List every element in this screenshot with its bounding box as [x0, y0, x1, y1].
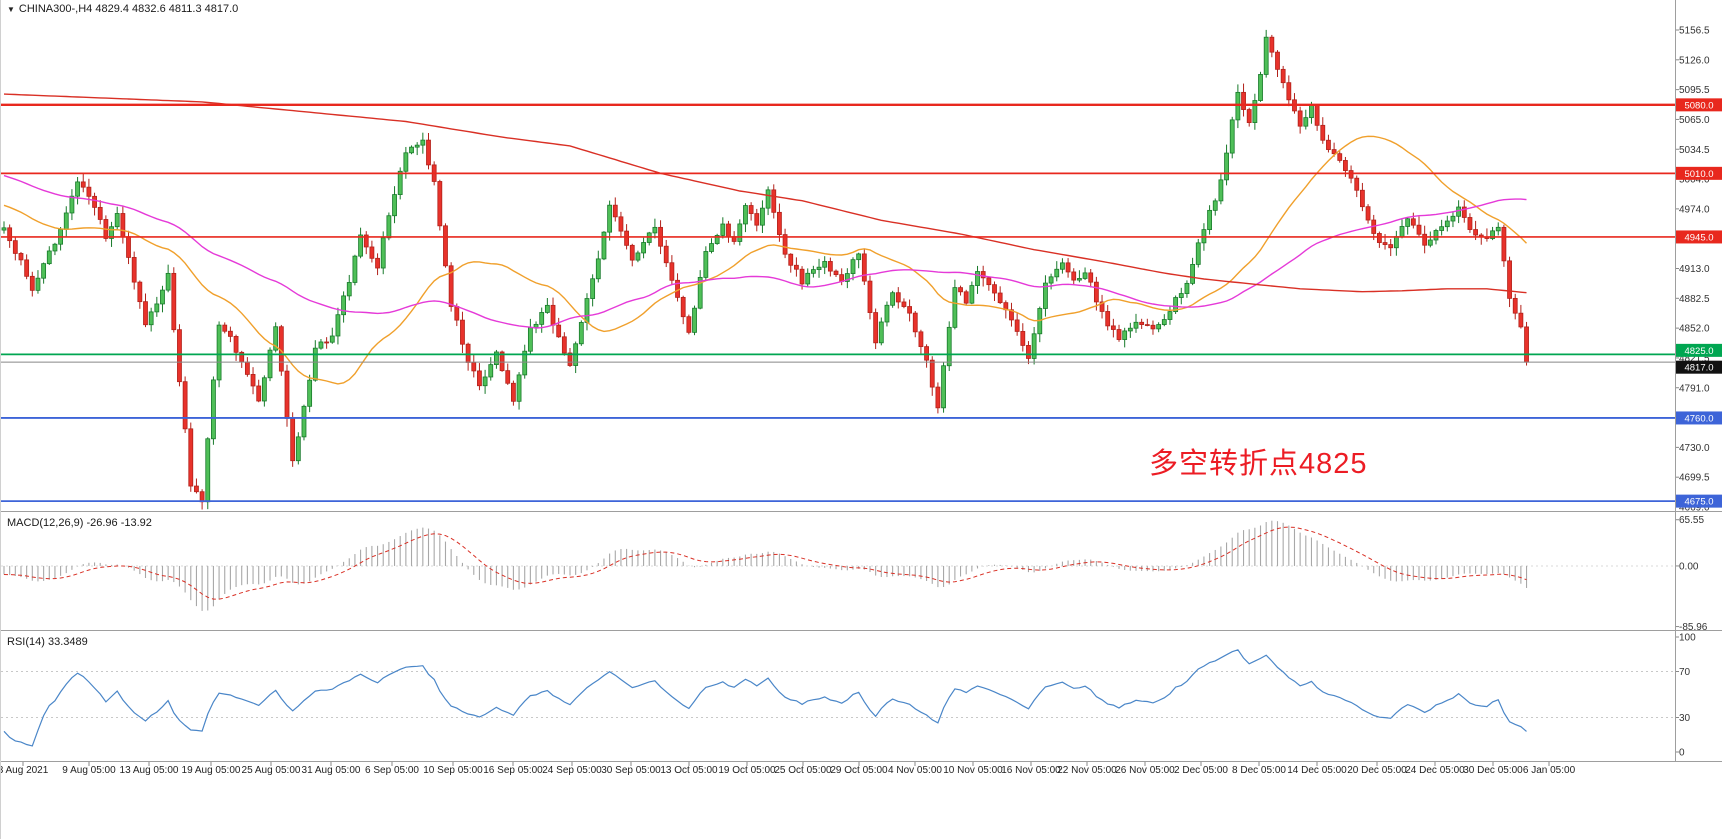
- price-tick-label: 4913.0: [1679, 264, 1710, 275]
- time-axis-label: 10 Nov 05:00: [943, 765, 1003, 776]
- price-tick-label: 4730.0: [1679, 443, 1710, 454]
- svg-text:5010.0: 5010.0: [1684, 169, 1713, 180]
- price-tick-label: 4821.5: [1679, 353, 1710, 364]
- price-level-badge: 4760.0: [1676, 411, 1722, 425]
- chart-annotation-text[interactable]: 多空转折点4825: [1149, 448, 1368, 480]
- svg-text:4760.0: 4760.0: [1684, 413, 1713, 424]
- time-axis-label: 6 Jan 05:00: [1523, 765, 1576, 776]
- svg-text:4825.0: 4825.0: [1684, 346, 1713, 357]
- svg-text:4675.0: 4675.0: [1684, 497, 1713, 508]
- svg-text:4945.0: 4945.0: [1684, 232, 1713, 243]
- time-axis-label: 9 Aug 05:00: [62, 765, 116, 776]
- time-axis-label: 16 Sep 05:00: [483, 765, 543, 776]
- time-axis-label: 29 Oct 05:00: [830, 765, 888, 776]
- candles-layer: [1, 29, 1529, 510]
- price-tick-label: 5004.0: [1679, 175, 1710, 186]
- price-tick-label: 4852.0: [1679, 324, 1710, 335]
- macd-axis-label: 65.55: [1679, 515, 1704, 526]
- time-axis-label: 8 Dec 05:00: [1232, 765, 1286, 776]
- price-tick-label: 5095.5: [1679, 85, 1710, 96]
- rsi-axis-label: 70: [1679, 667, 1691, 678]
- rsi-panel[interactable]: [1, 649, 1675, 747]
- time-axis-label: 19 Aug 05:00: [182, 765, 241, 776]
- macd-panel[interactable]: [1, 520, 1675, 611]
- svg-text:5080.0: 5080.0: [1684, 100, 1713, 111]
- current-price-badge: 4817.0: [1676, 360, 1722, 374]
- time-axis-label: 25 Aug 05:00: [242, 765, 301, 776]
- svg-text:4817.0: 4817.0: [1684, 363, 1713, 374]
- rsi-axis-label: 30: [1679, 713, 1691, 724]
- rsi-indicator-label: RSI(14) 33.3489: [7, 636, 88, 648]
- time-axis-label: 13 Aug 05:00: [120, 765, 179, 776]
- price-tick-label: 4699.5: [1679, 473, 1710, 484]
- macd-axis-label: 0.00: [1679, 561, 1699, 572]
- macd-histogram: [3, 520, 1528, 611]
- macd-axis-label: -85.96: [1679, 622, 1708, 633]
- mid-ma-line: [3, 174, 1527, 329]
- time-axis-label: 16 Nov 05:00: [1001, 765, 1061, 776]
- time-axis-label: 10 Sep 05:00: [423, 765, 483, 776]
- price-tick-label: 4974.0: [1679, 204, 1710, 215]
- rsi-axis-label: 0: [1679, 748, 1685, 759]
- time-axis-label: 19 Oct 05:00: [718, 765, 776, 776]
- panel-borders: [1, 0, 1722, 762]
- time-axis-label: 24 Dec 05:00: [1405, 765, 1465, 776]
- price-level-badge: 4825.0: [1676, 343, 1722, 357]
- price-tick-label: 4791.0: [1679, 383, 1710, 394]
- rsi-axis-label: 100: [1679, 633, 1696, 644]
- symbol-collapse-icon[interactable]: ▼: [7, 5, 15, 14]
- price-tick-label: 5065.0: [1679, 115, 1710, 126]
- price-level-badge: 4945.0: [1676, 230, 1722, 244]
- time-axis-label: 6 Sep 05:00: [365, 765, 419, 776]
- symbol-title: ▼ CHINA300-,H4 4829.4 4832.6 4811.3 4817.…: [7, 3, 238, 15]
- rsi-line: [3, 649, 1527, 747]
- time-axis-label: 22 Nov 05:00: [1057, 765, 1117, 776]
- price-tick-label: 4669.0: [1679, 503, 1710, 514]
- price-level-badge: 5010.0: [1676, 166, 1722, 180]
- macd-signal-line: [3, 526, 1527, 600]
- time-axis-label: 31 Aug 05:00: [302, 765, 361, 776]
- price-tick-label: 5156.5: [1679, 26, 1710, 37]
- time-axis-label: 2 Dec 05:00: [1174, 765, 1228, 776]
- price-tick-label: 5034.5: [1679, 145, 1710, 156]
- time-axis-label: 4 Nov 05:00: [888, 765, 942, 776]
- symbol-title-text: CHINA300-,H4 4829.4 4832.6 4811.3 4817.0: [18, 3, 239, 15]
- price-level-badge: 4675.0: [1676, 494, 1722, 508]
- price-level-badge: 5080.0: [1676, 98, 1722, 112]
- time-axis-label: 13 Oct 05:00: [660, 765, 718, 776]
- price-axis: 5156.5 5126.0 5095.5 5065.0 5034.5 5004.0 4974…: [1675, 26, 1722, 759]
- time-axis-label: 3 Aug 2021: [1, 765, 49, 776]
- time-axis-label: 30 Dec 05:00: [1463, 765, 1523, 776]
- time-axis-label: 26 Nov 05:00: [1115, 765, 1175, 776]
- horizontal-levels-layer[interactable]: [1, 103, 1675, 503]
- time-axis-label: 20 Dec 05:00: [1347, 765, 1407, 776]
- price-tick-label: 4882.5: [1679, 294, 1710, 305]
- macd-indicator-label: MACD(12,26,9) -26.96 -13.92: [7, 517, 152, 529]
- fast-ma-line: [3, 135, 1527, 385]
- main-price-panel[interactable]: [1, 29, 1675, 510]
- slow-ma-line: [3, 93, 1527, 294]
- time-axis-label: 14 Dec 05:00: [1287, 765, 1347, 776]
- time-axis-label: 30 Sep 05:00: [601, 765, 661, 776]
- time-axis[interactable]: 3 Aug 2021 9 Aug 05:00 13 Aug 05:00 19 Aug …: [1, 762, 1576, 776]
- price-tick-label: 5126.0: [1679, 55, 1710, 66]
- time-axis-label: 25 Oct 05:00: [774, 765, 832, 776]
- time-axis-label: 24 Sep 05:00: [542, 765, 602, 776]
